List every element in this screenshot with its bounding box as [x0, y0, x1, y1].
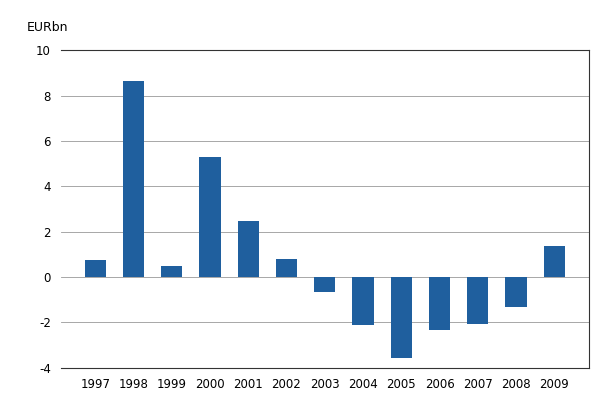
Bar — [429, 277, 450, 330]
Bar — [353, 277, 373, 325]
Bar — [85, 260, 106, 277]
Bar — [123, 81, 144, 277]
Text: EURbn: EURbn — [26, 21, 68, 34]
Bar — [200, 157, 220, 277]
Bar — [276, 259, 297, 277]
Bar — [238, 222, 259, 277]
Bar — [314, 277, 335, 292]
Bar — [544, 247, 565, 277]
Bar — [506, 277, 526, 306]
Bar — [161, 266, 182, 277]
Bar — [467, 277, 488, 324]
Bar — [391, 277, 412, 358]
